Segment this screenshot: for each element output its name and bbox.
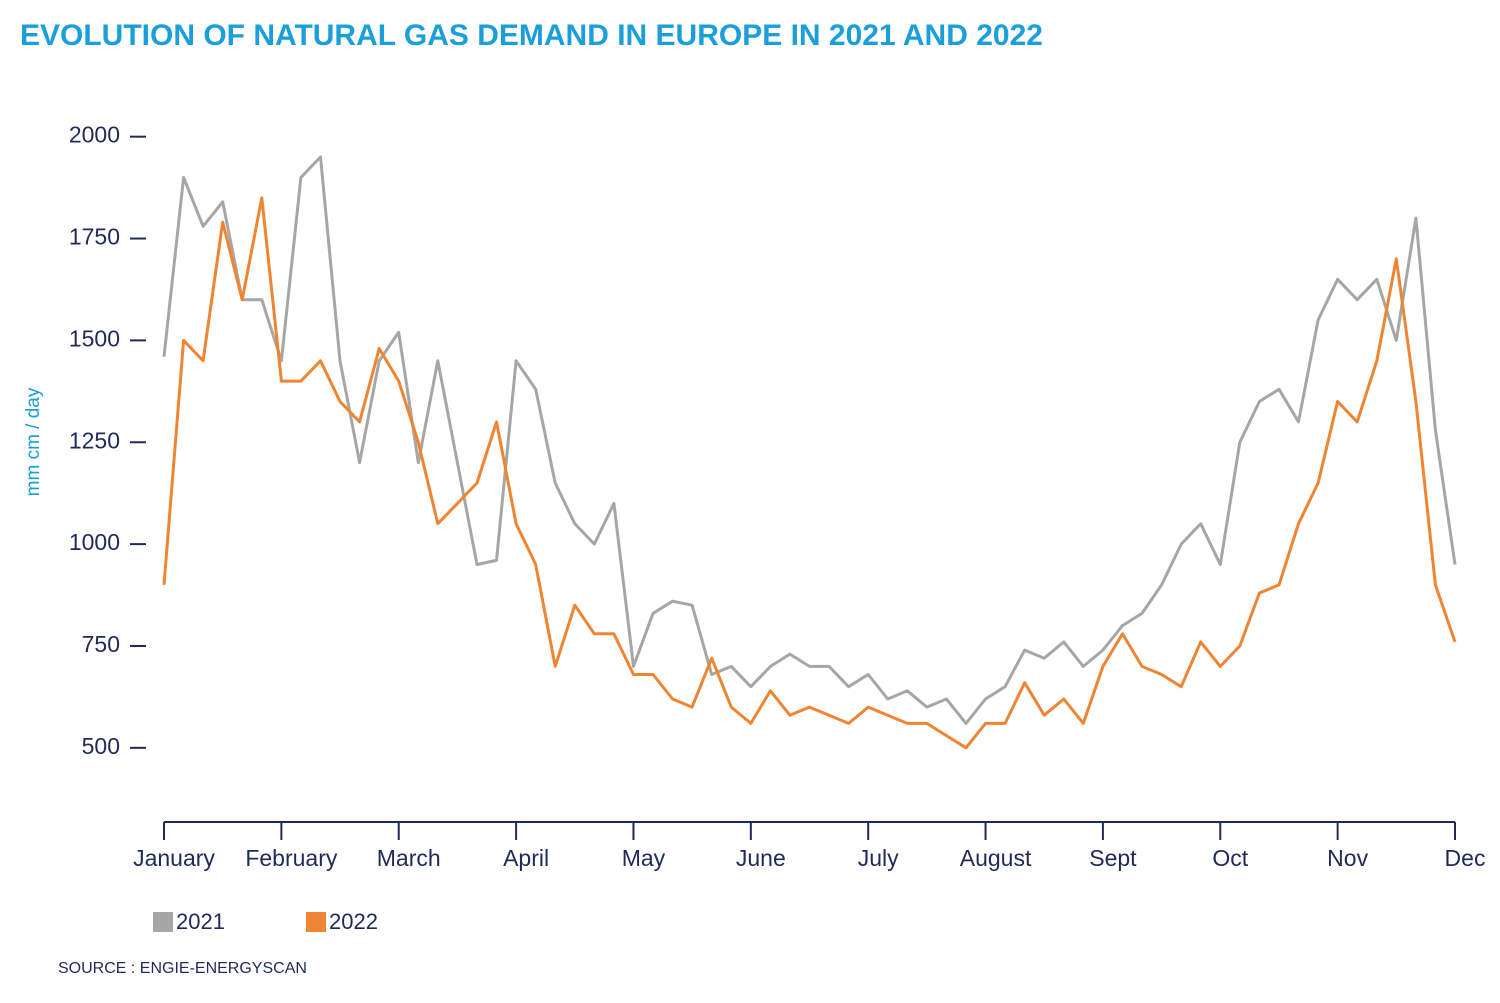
legend-swatch bbox=[306, 912, 326, 932]
x-tick-label: Oct bbox=[1212, 845, 1248, 871]
x-tick-label: March bbox=[377, 845, 441, 871]
source: SOURCE : ENGIE-ENERGYSCAN bbox=[58, 960, 307, 977]
legend-label: 2021 bbox=[176, 909, 225, 934]
y-tick-label: 750 bbox=[82, 631, 120, 657]
chart-title: EVOLUTION OF NATURAL GAS DEMAND IN EUROP… bbox=[20, 19, 1043, 52]
x-tick-label: May bbox=[622, 845, 666, 871]
y-tick-label: 2000 bbox=[69, 122, 120, 148]
x-tick-label: July bbox=[858, 845, 899, 871]
line-series bbox=[162, 155, 1457, 725]
x-tick-label: April bbox=[503, 845, 549, 871]
x-tick-label: Dec bbox=[1445, 845, 1486, 871]
y-tick-label: 500 bbox=[82, 733, 120, 759]
x-tick-label: June bbox=[736, 845, 786, 871]
y-tick-label: 1000 bbox=[69, 529, 120, 555]
legend-label: 2022 bbox=[329, 909, 378, 934]
x-tick-label: January bbox=[133, 845, 215, 871]
x-tick-label: Nov bbox=[1327, 845, 1368, 871]
y-tick-label: 1750 bbox=[69, 224, 120, 250]
y-tick-label: 1500 bbox=[69, 325, 120, 351]
x-tick-label: August bbox=[960, 845, 1032, 871]
x-tick-label: February bbox=[245, 845, 338, 871]
y-axis-label: mm cm / day bbox=[23, 387, 44, 496]
x-tick-label: Sept bbox=[1089, 845, 1137, 871]
legend-swatch bbox=[153, 912, 173, 932]
y-tick-label: 1250 bbox=[69, 427, 120, 453]
line-series bbox=[162, 196, 1457, 750]
